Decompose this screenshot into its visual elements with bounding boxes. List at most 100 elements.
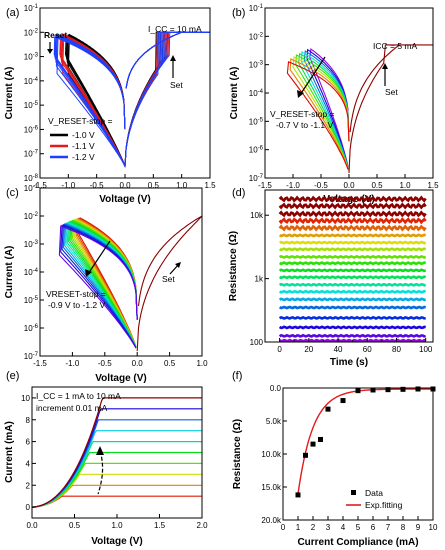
- y-tick-label: 10-4: [249, 89, 264, 98]
- iv-curve: [31, 408, 202, 508]
- ticks: -1.5 -1.0 -0.5 0.0 0.5 1.0 1.5 10-7 10-6 10-5 10-4…: [249, 4, 439, 190]
- annotation-increment: increment 0.01 mA: [36, 403, 108, 413]
- resistance-trace: [278, 268, 427, 273]
- legend-entry: -1.2 V: [72, 152, 95, 162]
- y-tick-label: 10-1: [24, 4, 39, 13]
- iv-curve: [53, 31, 210, 167]
- iv-curve: [60, 224, 138, 349]
- x-tick-label: -1.5: [33, 181, 47, 190]
- data-points: [278, 195, 427, 343]
- x-tick-label: 0.5: [148, 181, 160, 190]
- panel-f: (f) 0 1 2 3 4 5 6 7 8 9 10 0.0 5.0k 10.0k 15.0k 20.0k C…: [232, 370, 438, 548]
- annotation-set: Set: [170, 80, 183, 90]
- x-tick-label: -1.5: [33, 359, 47, 368]
- y-tick-label: 100: [250, 338, 264, 347]
- x-axis-label: Time (s): [330, 357, 368, 368]
- x-tick-label: -1.5: [258, 181, 272, 190]
- panel-d: (d) 0 20 40 60 80 100 100 1k 10k Time (s) Resist…: [228, 187, 434, 368]
- curves: [286, 44, 433, 174]
- x-tick-label: 1.5: [427, 181, 439, 190]
- x-tick-label: -0.5: [90, 181, 104, 190]
- data-point: [318, 436, 323, 442]
- iv-curve: [65, 221, 138, 348]
- resistance-trace: [278, 224, 427, 232]
- annotation-reset-stop-title: V_RESET-stop =: [270, 109, 335, 119]
- trend-arrow: [97, 450, 104, 495]
- x-tick-label: 9: [416, 523, 421, 532]
- resistance-trace: [278, 247, 427, 252]
- y-tick-label: 10-7: [249, 174, 264, 183]
- y-tick-label: 10-3: [249, 61, 264, 70]
- y-axis-label: Resistance (Ω): [228, 231, 239, 301]
- y-tick-label: 10-7: [24, 352, 39, 361]
- iv-curve: [31, 397, 202, 508]
- ticks: -1.5 -1.0 -0.5 0.0 0.5 1.0 1.5 10-8 10-7 10-6 10-5…: [24, 4, 216, 190]
- ticks: 0 20 40 60 80 100 100 1k 10k: [250, 211, 433, 354]
- x-tick-label: 0.0: [343, 181, 355, 190]
- set-arrow-head: [175, 262, 181, 268]
- reset-arrow: [87, 240, 111, 275]
- annotation-icc: ICC = 5 mA: [373, 41, 417, 51]
- data-point: [340, 398, 346, 404]
- y-axis-label: Current (mA): [4, 421, 15, 483]
- y-tick-label: 10-5: [24, 296, 39, 305]
- y-axis-label: Current (A): [229, 67, 240, 120]
- data-point: [355, 388, 361, 394]
- y-tick-label: 10-8: [24, 174, 39, 183]
- resistance-trace: [278, 315, 426, 320]
- x-tick-label: 100: [419, 345, 433, 354]
- panel-label: (a): [6, 7, 19, 19]
- x-axis-label: Voltage (V): [99, 194, 150, 205]
- x-tick-label: 7: [386, 523, 391, 532]
- legend: -1.0 V-1.1 V-1.2 V: [50, 130, 95, 162]
- x-tick-label: 0.5: [371, 181, 383, 190]
- annotation-reset-stop-range: -0.9 V to -1.2 V: [48, 300, 105, 310]
- data-point: [415, 386, 421, 392]
- x-tick-label: 0.0: [26, 521, 38, 530]
- x-tick-label: 8: [401, 523, 406, 532]
- x-tick-label: 1: [296, 523, 301, 532]
- x-tick-label: 0: [277, 345, 282, 354]
- x-tick-label: 1.0: [399, 181, 411, 190]
- resistance-trace: [278, 325, 426, 330]
- data-point: [310, 441, 316, 447]
- x-tick-label: 60: [363, 345, 372, 354]
- legend-title: V_RESET-stop =: [48, 116, 113, 126]
- y-tick-label: 0.0: [270, 384, 282, 393]
- y-tick-label: 15.0k: [261, 483, 282, 492]
- legend-entry: -1.0 V: [72, 130, 95, 140]
- y-axis-label: Current (A): [4, 67, 15, 120]
- resistance-trace: [278, 217, 427, 225]
- y-tick-label: 10-2: [249, 32, 264, 41]
- y-tick-label: 6: [26, 438, 31, 447]
- y-tick-label: 2: [26, 481, 31, 490]
- resistance-trace: [278, 275, 427, 280]
- iv-curve: [67, 220, 138, 348]
- resistance-trace: [278, 254, 427, 259]
- iv-curve: [31, 473, 202, 508]
- reset-arrow-head: [47, 49, 53, 54]
- data-point: [303, 452, 308, 458]
- curves: [31, 397, 202, 508]
- data-point: [295, 492, 301, 498]
- y-tick-label: 10-6: [24, 324, 39, 333]
- x-tick-label: 0: [281, 523, 286, 532]
- y-tick-label: 10-1: [249, 4, 264, 13]
- ticks: -1.5 -1.0 -0.5 0.0 0.5 1.0 10-7 10-6 10-5 10-4 10-…: [24, 184, 208, 368]
- curves: [58, 215, 203, 352]
- y-tick-label: 5.0k: [266, 417, 282, 426]
- y-tick-label: 10-6: [24, 125, 39, 134]
- iv-curve: [306, 48, 350, 170]
- x-tick-label: 1.5: [204, 181, 216, 190]
- x-tick-label: 1.0: [111, 521, 123, 530]
- y-tick-label: 1k: [255, 275, 264, 284]
- iv-curve: [62, 223, 138, 348]
- iv-curve: [66, 221, 138, 348]
- y-tick-label: 0: [26, 503, 31, 512]
- resistance-trace: [279, 233, 427, 238]
- iv-curve: [292, 56, 350, 169]
- annotation-reset-stop-title: VRESET-stop =: [46, 289, 106, 299]
- resistance-trace: [278, 282, 427, 287]
- x-tick-label: -1.0: [66, 359, 80, 368]
- panel-label: (c): [6, 187, 19, 199]
